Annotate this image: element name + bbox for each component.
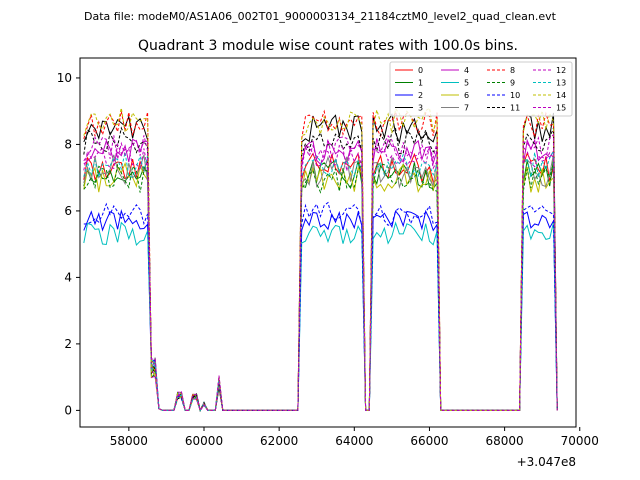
legend-label-14: 14 xyxy=(556,91,566,100)
legend-label-11: 11 xyxy=(510,104,520,113)
y-tick-label: 10 xyxy=(57,71,72,85)
x-tick-label: 60000 xyxy=(185,434,223,448)
series-line-2 xyxy=(83,208,558,412)
series-line-10 xyxy=(83,201,558,412)
y-tick-label: 8 xyxy=(64,137,72,151)
y-tick-label: 6 xyxy=(64,204,72,218)
legend-label-6: 6 xyxy=(464,91,469,100)
x-tick-label: 62000 xyxy=(260,434,298,448)
chart-title: Quadrant 3 module wise count rates with … xyxy=(138,38,518,54)
x-tick-label: 68000 xyxy=(486,434,524,448)
plot-lines xyxy=(83,107,558,412)
legend-label-2: 2 xyxy=(418,91,423,100)
legend-label-3: 3 xyxy=(418,104,423,113)
plot-frame xyxy=(79,57,577,428)
legend-label-8: 8 xyxy=(510,66,515,75)
x-tick-label: 64000 xyxy=(335,434,373,448)
legend-label-9: 9 xyxy=(510,79,515,88)
legend-label-7: 7 xyxy=(464,104,469,113)
legend-label-13: 13 xyxy=(556,79,566,88)
legend-label-4: 4 xyxy=(464,66,469,75)
x-tick-label: 70000 xyxy=(561,434,599,448)
y-tick-label: 2 xyxy=(64,337,72,351)
legend-label-10: 10 xyxy=(510,91,520,100)
x-tick-label: 58000 xyxy=(110,434,148,448)
y-tick-label: 4 xyxy=(64,270,72,284)
legend-label-1: 1 xyxy=(418,79,423,88)
legend-label-15: 15 xyxy=(556,104,566,113)
legend-label-0: 0 xyxy=(418,66,423,75)
x-axis: 58000 60000 62000 64000 66000 68000 70000 xyxy=(110,427,599,448)
x-offset-label: +3.047e8 xyxy=(517,455,576,469)
y-axis: 0 2 4 6 8 10 xyxy=(57,71,80,417)
series-line-15 xyxy=(83,133,558,412)
series-line-5 xyxy=(83,221,558,412)
legend-label-12: 12 xyxy=(556,66,566,75)
y-tick-label: 0 xyxy=(64,403,72,417)
series-line-13 xyxy=(83,149,558,412)
legend-box xyxy=(389,61,573,117)
suptitle: Data file: modeM0/AS1A06_002T01_90000031… xyxy=(84,10,557,23)
x-tick-label: 66000 xyxy=(410,434,448,448)
legend-label-5: 5 xyxy=(464,79,469,88)
